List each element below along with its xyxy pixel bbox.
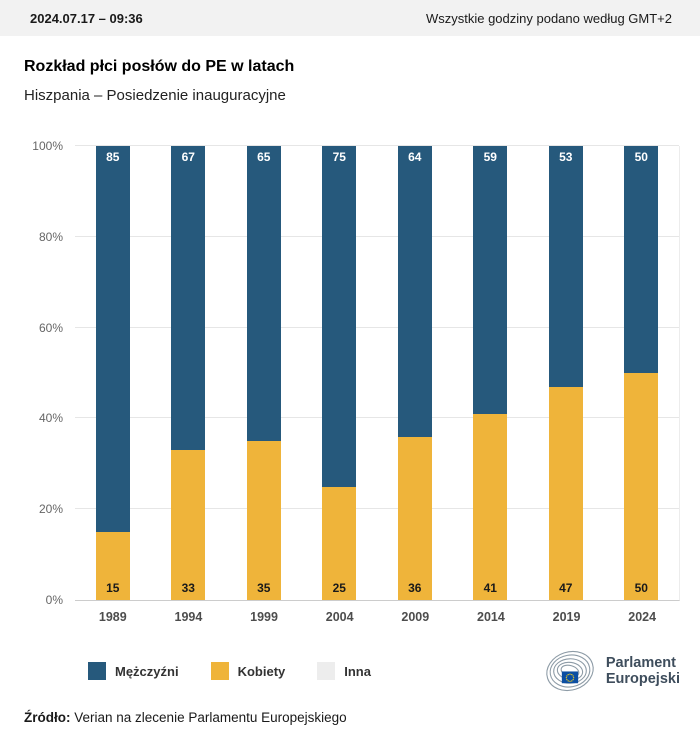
ep-logo: Parlament Europejski xyxy=(541,648,680,694)
y-tick-label: 100% xyxy=(32,139,63,153)
legend-item-kobiety[interactable]: Kobiety xyxy=(210,662,286,680)
x-tick-label: 2019 xyxy=(552,610,581,624)
plot-area: 85 15 67 33 65 35 75 25 64 36 59 41 53 47 50 50 0% 20% 40… xyxy=(32,139,680,607)
x-tick-label: 1999 xyxy=(250,610,278,624)
header: Rozkład płci posłów do PE w latach Hiszp… xyxy=(24,58,676,104)
bottom-row: Mężczyźni Kobiety Inna xyxy=(88,648,680,694)
stacked-bar-1989[interactable]: 85 15 xyxy=(95,146,130,600)
bar-segment-mężczyźni[interactable]: 85 xyxy=(95,146,130,532)
legend-swatch xyxy=(88,662,106,680)
bar-value-label: 53 xyxy=(559,150,573,164)
y-tick-label: 60% xyxy=(38,320,63,335)
bar-segment-kobiety[interactable]: 33 xyxy=(171,450,206,600)
y-tick-label: 20% xyxy=(38,502,63,517)
bar-column: 64 36 xyxy=(377,146,453,600)
x-tick-label: 2004 xyxy=(325,610,354,624)
stacked-bar-2019[interactable]: 53 47 xyxy=(548,146,583,600)
bar-segment-kobiety[interactable]: 35 xyxy=(246,441,281,600)
gridline xyxy=(75,417,679,419)
y-tick-label: 0% xyxy=(45,593,63,607)
stacked-bar-2004[interactable]: 75 25 xyxy=(322,146,357,600)
x-axis: 1989 1994 1999 2004 2009 2014 2019 2024 xyxy=(75,610,680,624)
legend: Mężczyźni Kobiety Inna xyxy=(88,662,371,680)
y-tick-label: 80% xyxy=(38,229,63,244)
bar-value-label: 15 xyxy=(106,580,120,595)
bar-value-label: 50 xyxy=(634,581,648,595)
stacked-bar-1994[interactable]: 67 33 xyxy=(171,146,206,600)
bar-value-label: 64 xyxy=(408,150,422,164)
stacked-bar-1999[interactable]: 65 35 xyxy=(246,146,281,600)
bar-segment-mężczyźni[interactable]: 53 xyxy=(548,146,583,387)
bar-segment-mężczyźni[interactable]: 59 xyxy=(473,146,508,414)
legend-label: Mężczyźni xyxy=(115,663,179,679)
gridline xyxy=(75,326,679,328)
stacked-bar-2009[interactable]: 64 36 xyxy=(397,146,432,600)
source-note: Źródło: Verian na zlecenie Parlamentu Eu… xyxy=(24,710,700,725)
ep-logo-text-line2: Europejski xyxy=(605,671,680,687)
bar-value-label: 33 xyxy=(181,580,195,595)
bar-column: 65 35 xyxy=(226,146,302,600)
page-subtitle: Hiszpania – Posiedzenie inauguracyjne xyxy=(24,87,286,104)
legend-swatch xyxy=(317,662,336,680)
bar-segment-kobiety[interactable]: 15 xyxy=(95,531,130,600)
x-tick-label: 2014 xyxy=(477,610,505,624)
stacked-bar-2014[interactable]: 59 41 xyxy=(473,146,508,600)
bar-value-label: 85 xyxy=(106,150,120,164)
bar-segment-mężczyźni[interactable]: 75 xyxy=(322,146,357,487)
source-text: Verian na zlecenie Parlamentu Europejski… xyxy=(70,710,347,725)
columns: 85 15 67 33 65 35 75 25 64 36 59 41 53 47 50 50 xyxy=(75,146,679,600)
bar-segment-kobiety[interactable]: 47 xyxy=(548,386,583,600)
legend-item-inna[interactable]: Inna xyxy=(317,662,371,680)
topbar: 2024.07.17 – 09:36 Wszystkie godziny pod… xyxy=(0,0,700,36)
bar-value-label: 36 xyxy=(408,580,422,595)
bar-value-label: 35 xyxy=(257,580,271,595)
page-title: Rozkład płci posłów do PE w latach xyxy=(24,58,295,75)
legend-item-mężczyźni[interactable]: Mężczyźni xyxy=(88,662,179,680)
bar-value-label: 41 xyxy=(483,580,497,595)
legend-label: Kobiety xyxy=(237,663,286,679)
bar-column: 75 25 xyxy=(302,146,378,600)
bar-segment-kobiety[interactable]: 50 xyxy=(624,373,659,600)
bar-value-label: 59 xyxy=(483,150,497,164)
gridline xyxy=(75,508,679,510)
x-tick-label: 1994 xyxy=(174,610,203,624)
bar-column: 50 50 xyxy=(604,146,680,600)
legend-swatch xyxy=(210,662,229,680)
x-tick-label: 2024 xyxy=(628,610,657,624)
datetime-text: 2024.07.17 – 09:36 xyxy=(30,10,143,26)
chart: 85 15 67 33 65 35 75 25 64 36 59 41 53 47 50 50 0% 20% 40… xyxy=(32,139,680,624)
bar-segment-mężczyźni[interactable]: 67 xyxy=(171,146,206,451)
bar-value-label: 75 xyxy=(332,150,346,164)
bar-value-label: 25 xyxy=(332,581,346,595)
bar-column: 53 47 xyxy=(528,146,604,600)
bar-value-label: 47 xyxy=(559,580,573,595)
legend-label: Inna xyxy=(344,663,371,679)
stacked-bar-2024[interactable]: 50 50 xyxy=(624,146,659,600)
bar-column: 59 41 xyxy=(453,146,529,600)
gridline xyxy=(75,235,679,237)
timezone-note: Wszystkie godziny podano według GMT+2 xyxy=(425,10,672,26)
ep-logo-text-line1: Parlament xyxy=(605,655,676,671)
bar-value-label: 50 xyxy=(634,150,648,164)
bar-column: 67 33 xyxy=(151,146,227,600)
bar-segment-kobiety[interactable]: 36 xyxy=(397,436,432,600)
bar-segment-kobiety[interactable]: 41 xyxy=(473,413,508,600)
bar-column: 85 15 xyxy=(75,146,151,600)
source-label: Źródło: xyxy=(24,710,71,725)
gridline xyxy=(75,145,679,146)
bar-segment-mężczyźni[interactable]: 65 xyxy=(246,146,281,442)
bar-segment-kobiety[interactable]: 25 xyxy=(322,486,357,600)
bar-segment-mężczyźni[interactable]: 64 xyxy=(397,146,432,437)
bar-value-label: 67 xyxy=(181,150,195,164)
ep-logo-text: Parlament Europejski xyxy=(606,655,680,687)
y-tick-label: 40% xyxy=(38,411,63,426)
x-tick-label: 2009 xyxy=(401,610,430,624)
bar-segment-mężczyźni[interactable]: 50 xyxy=(624,146,659,373)
bar-value-label: 65 xyxy=(257,150,271,164)
ep-logo-icon xyxy=(546,650,594,692)
x-tick-label: 1989 xyxy=(98,610,127,624)
